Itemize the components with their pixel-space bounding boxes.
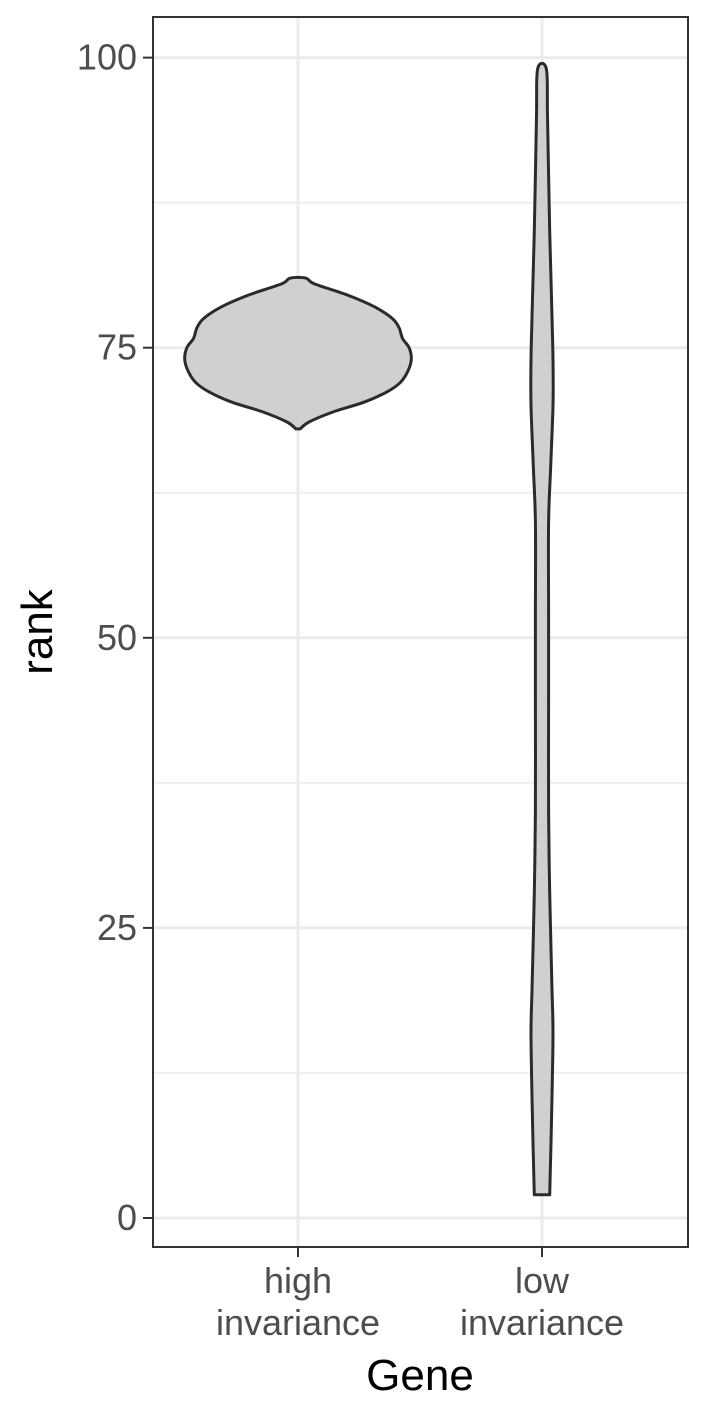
minor-grid bbox=[153, 201, 688, 1074]
major-grid bbox=[153, 17, 688, 1247]
y-tick-label: 50 bbox=[97, 617, 137, 658]
y-axis-title: rank bbox=[13, 588, 62, 675]
x-tick-label-line: invariance bbox=[460, 1302, 624, 1343]
x-tick-label-line: invariance bbox=[216, 1302, 380, 1343]
y-tick-label: 100 bbox=[77, 37, 137, 78]
violin-high-invariance bbox=[183, 275, 413, 431]
x-tick-label-line: low bbox=[515, 1260, 570, 1301]
x-axis-title: Gene bbox=[366, 1351, 474, 1400]
panel-border bbox=[152, 16, 689, 1248]
y-tick-label: 0 bbox=[117, 1197, 137, 1238]
y-axis: 0 25 50 75 100 bbox=[77, 37, 153, 1238]
y-tick-label: 75 bbox=[97, 327, 137, 368]
violins bbox=[183, 61, 555, 1197]
x-tick-label-line: high bbox=[264, 1260, 332, 1301]
x-tick-label: low invariance bbox=[460, 1260, 624, 1343]
violin-low-invariance bbox=[529, 61, 555, 1197]
y-tick-label: 25 bbox=[97, 907, 137, 948]
x-tick-label: high invariance bbox=[216, 1260, 380, 1343]
